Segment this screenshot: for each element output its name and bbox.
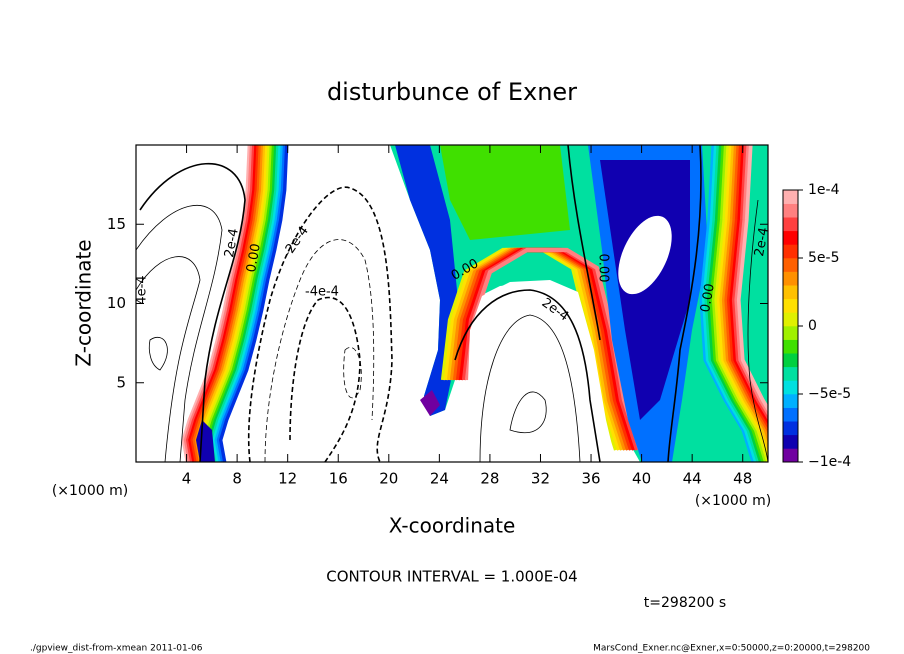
- colorbar-band: [783, 407, 798, 422]
- contour-label: -2e-4: [280, 224, 312, 260]
- filled-band: [719, 145, 768, 452]
- colorbar-band: [783, 434, 798, 449]
- colorbar-band: [783, 339, 798, 354]
- filled-region: [395, 145, 458, 416]
- contour-interval: CONTOUR INTERVAL = 1.000E-04: [326, 568, 577, 586]
- colorbar-band: [783, 298, 798, 313]
- x-tick-label: 24: [430, 470, 449, 488]
- y-tick-label: 5: [116, 373, 126, 391]
- x-tick-label: 48: [733, 470, 752, 488]
- colorbar-tick-label: 0: [808, 318, 817, 334]
- colorbar-band: [783, 203, 798, 218]
- filled-band: [212, 145, 282, 462]
- colorbar-band: [783, 380, 798, 395]
- contour-label: 2e-4: [752, 226, 772, 257]
- colorbar-band: [783, 448, 798, 463]
- colorbar-band: [783, 271, 798, 286]
- filled-band: [711, 145, 768, 462]
- filled-region: [618, 215, 672, 295]
- x-tick-label: 40: [632, 470, 651, 488]
- filled-band: [205, 145, 276, 462]
- filled-band: [203, 145, 273, 462]
- filled-band: [709, 145, 766, 462]
- contour-label: 0.00: [596, 254, 611, 283]
- contour-label: 0.00: [698, 282, 718, 313]
- axes: 4 8 12 16 20 24 28 32 36 40 44 4851015−1e-4−5e-505e…: [107, 145, 851, 488]
- filled-band: [183, 145, 254, 462]
- footer-left: ./gpview_dist-from-xmean 2011-01-06: [30, 644, 203, 654]
- colorbar-band: [783, 258, 798, 272]
- filled-band: [199, 145, 269, 462]
- filled-band: [207, 145, 278, 462]
- colorbar-band: [783, 326, 798, 340]
- colorbar-band: [783, 285, 798, 300]
- filled-band: [190, 145, 260, 462]
- x-tick-label: 28: [480, 470, 499, 488]
- colorbar-band: [783, 421, 798, 436]
- filled-band: [188, 145, 258, 462]
- filled-band: [726, 145, 768, 430]
- x-tick-label: 20: [379, 470, 398, 488]
- x-axis-label: X-coordinate: [389, 514, 516, 538]
- colorbar-band: [783, 353, 798, 368]
- filled-band: [185, 145, 256, 462]
- x-tick-label: 12: [278, 470, 297, 488]
- x-tick-label: 32: [531, 470, 550, 488]
- x-tick-label: 4: [182, 470, 192, 488]
- y-tick-label: 15: [107, 215, 126, 233]
- x-tick-label: 16: [329, 470, 348, 488]
- filled-band: [218, 145, 289, 462]
- colorbar-tick-label: 1e-4: [808, 182, 840, 198]
- colorbar-band: [783, 230, 798, 245]
- filled-band: [729, 145, 768, 425]
- y-axis-label: Z-coordinate: [72, 239, 96, 366]
- filled-region: [420, 390, 440, 416]
- filled-band: [699, 145, 756, 462]
- x-tick-label: 8: [232, 470, 242, 488]
- filled-region: [440, 145, 570, 240]
- filled-band: [210, 145, 280, 462]
- contour-lines: [136, 145, 768, 462]
- colorbar-tick-label: −5e-5: [808, 386, 851, 402]
- colorbar-band: [783, 312, 798, 327]
- filled-band: [701, 145, 758, 462]
- colorbar-band: [783, 366, 798, 381]
- filled-band: [214, 145, 284, 462]
- colorbar-band: [783, 394, 798, 408]
- colorbar-band: [783, 217, 798, 232]
- filled-band: [731, 145, 768, 421]
- filled-band: [201, 145, 271, 462]
- time-label: t=298200 s: [644, 595, 726, 611]
- contour-label: 4e-4: [135, 275, 150, 304]
- x-tick-label: 36: [581, 470, 600, 488]
- colorbar-tick-label: 5e-5: [808, 250, 839, 266]
- colorbar-tick-label: −1e-4: [808, 454, 851, 470]
- chart-title: disturbunce of Exner: [327, 78, 577, 106]
- filled-band: [724, 145, 768, 436]
- x-tick-label: 44: [683, 470, 702, 488]
- colorbar-band: [783, 244, 798, 259]
- contour-label: 2e-4: [222, 227, 242, 258]
- filled-band: [721, 145, 768, 444]
- footer-right: MarsCond_Exner.nc@Exner,x=0:50000,z=0:20…: [593, 644, 870, 654]
- colorbar-band: [783, 190, 798, 204]
- filled-band: [216, 145, 287, 462]
- filled-band: [736, 145, 768, 413]
- filled-band: [192, 145, 262, 462]
- filled-band: [734, 145, 768, 417]
- y-axis-unit: (×1000 m): [52, 483, 128, 499]
- contour-label: -4e-4: [305, 285, 339, 300]
- contour-label: 0.00: [244, 242, 264, 273]
- filled-band: [706, 145, 763, 462]
- filled-region: [465, 280, 616, 462]
- filled-band: [714, 145, 768, 462]
- y-tick-label: 10: [107, 294, 126, 312]
- contour-field: [136, 145, 768, 462]
- filled-band: [704, 145, 761, 462]
- x-axis-unit: (×1000 m): [695, 493, 771, 509]
